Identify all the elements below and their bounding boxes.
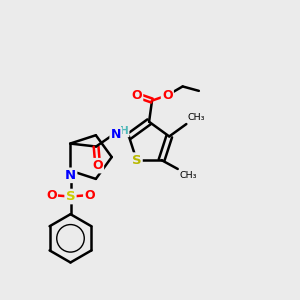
Text: H: H [120, 126, 128, 136]
Text: CH₃: CH₃ [179, 171, 197, 180]
Text: O: O [46, 188, 57, 202]
Text: O: O [131, 89, 142, 102]
Text: O: O [84, 188, 95, 202]
Text: N: N [111, 128, 121, 141]
Text: S: S [66, 190, 75, 203]
Text: O: O [92, 159, 103, 172]
Text: N: N [65, 169, 76, 182]
Text: O: O [162, 89, 173, 102]
Text: CH₃: CH₃ [188, 113, 205, 122]
Text: S: S [132, 154, 141, 166]
